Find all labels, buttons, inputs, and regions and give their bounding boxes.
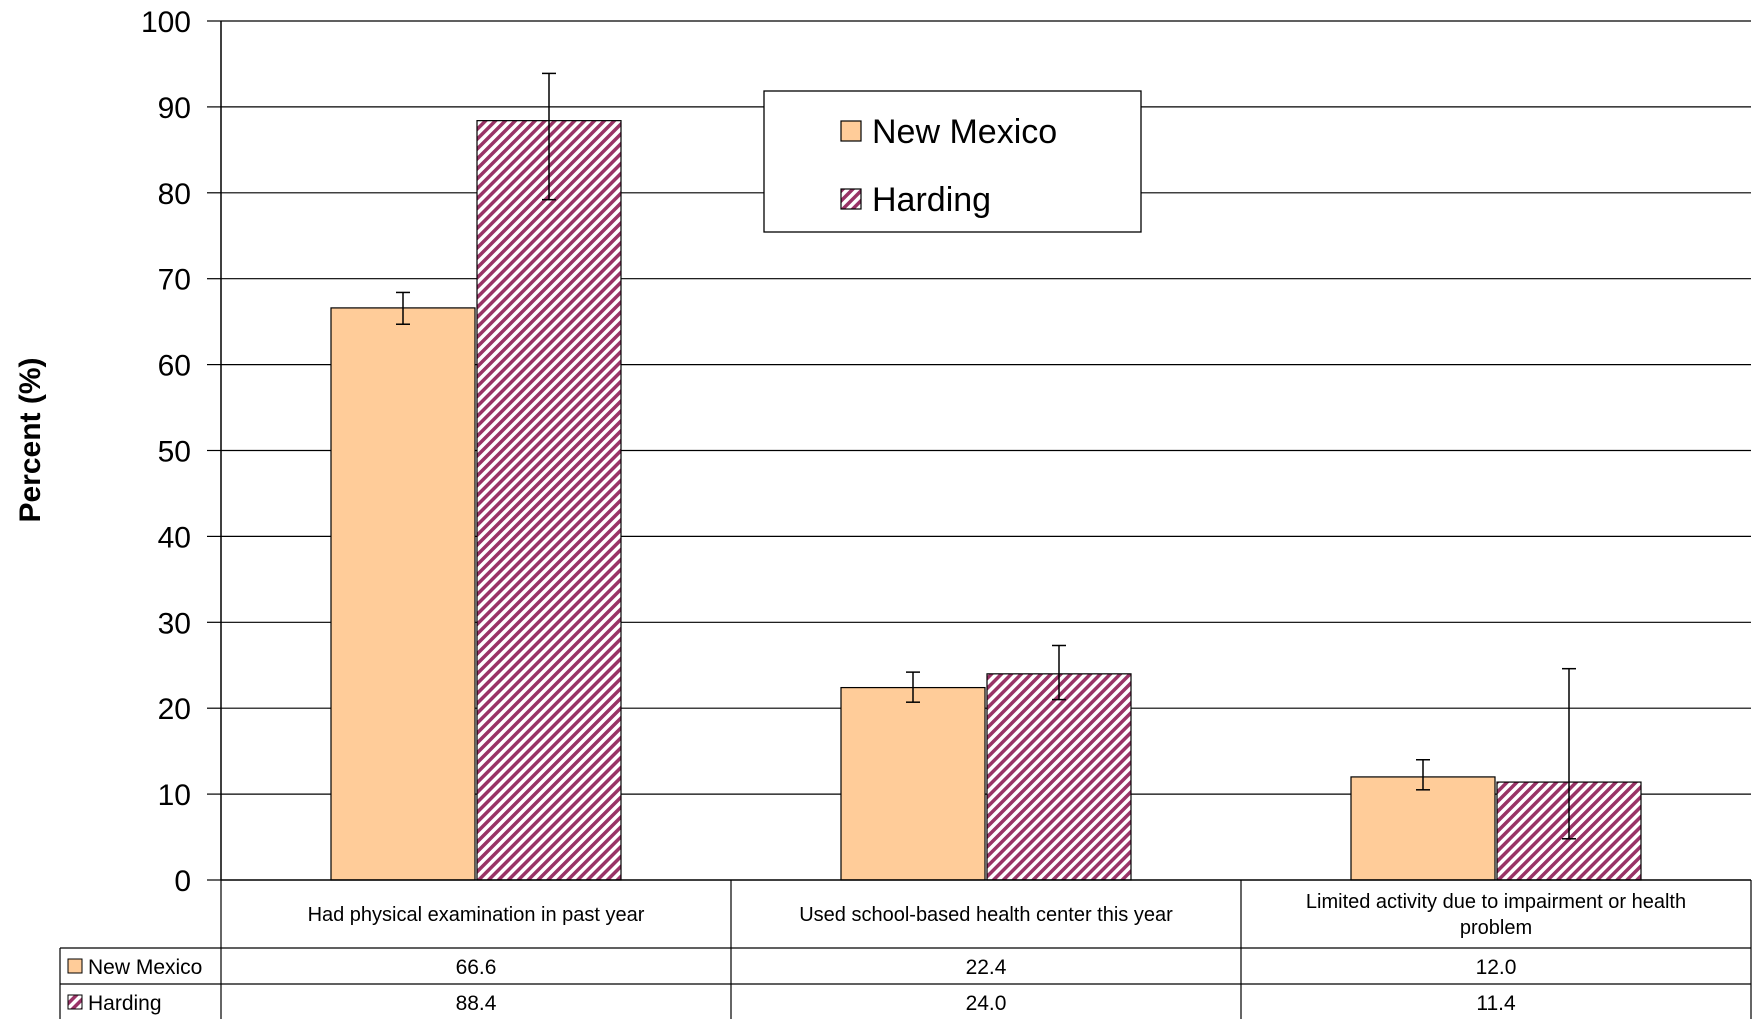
category-label: Had physical examination in past year: [308, 904, 645, 926]
table-cell-value: 24.0: [966, 992, 1007, 1015]
table-cell-value: 22.4: [966, 956, 1007, 979]
legend-swatch: [840, 120, 862, 142]
y-tick-label: 0: [174, 865, 191, 898]
error-bar: [906, 671, 920, 703]
y-tick-label: 50: [158, 436, 191, 469]
y-axis-label: Percent (%): [14, 357, 47, 522]
table-cell-value: 88.4: [456, 992, 497, 1015]
y-tick-label: 30: [158, 607, 191, 640]
bar-harding-0: [476, 120, 622, 881]
y-tick-label: 40: [158, 521, 191, 554]
y-tick-label: 70: [158, 264, 191, 297]
bar-new-mexico-2: [1350, 776, 1496, 881]
error-bar: [1052, 644, 1066, 701]
y-tick-label: 10: [158, 779, 191, 812]
table-row-label: Harding: [88, 992, 162, 1015]
table-legend-key: [67, 958, 83, 974]
error-bar: [1416, 758, 1430, 791]
data-table: Had physical examination in past year Use…: [59, 880, 1752, 1019]
legend-swatch: [840, 188, 862, 210]
bar-harding-1: [986, 673, 1132, 881]
y-tick-label: 60: [158, 350, 191, 383]
bars: [330, 120, 1642, 881]
legend-label: New Mexico: [872, 113, 1057, 151]
legend-label: Harding: [872, 181, 991, 219]
legend-box: [763, 90, 1142, 233]
error-bars: [396, 72, 1576, 840]
bar-new-mexico-1: [840, 686, 986, 881]
table-row-label: New Mexico: [88, 956, 202, 979]
table-legend-key: [67, 994, 83, 1010]
table-cell-value: 12.0: [1476, 956, 1517, 979]
bar-new-mexico-0: [330, 307, 476, 881]
error-bar: [1562, 667, 1576, 840]
table-cell-value: 11.4: [1476, 992, 1516, 1015]
table-cell-value: 66.6: [456, 956, 497, 979]
y-tick-label: 100: [141, 6, 191, 39]
legend: New Mexico Harding: [763, 90, 1142, 233]
error-bar: [396, 291, 410, 325]
y-axis: 0 10 20 30 40 50 60 70 80 90 100: [141, 6, 1751, 898]
category-label: Used school-based health center this yea…: [799, 904, 1173, 926]
category-label: Limited activity due to impairment or he…: [1306, 891, 1686, 939]
y-tick-label: 90: [158, 92, 191, 125]
y-tick-label: 80: [158, 178, 191, 211]
error-bar: [542, 72, 556, 201]
y-tick-label: 20: [158, 693, 191, 726]
